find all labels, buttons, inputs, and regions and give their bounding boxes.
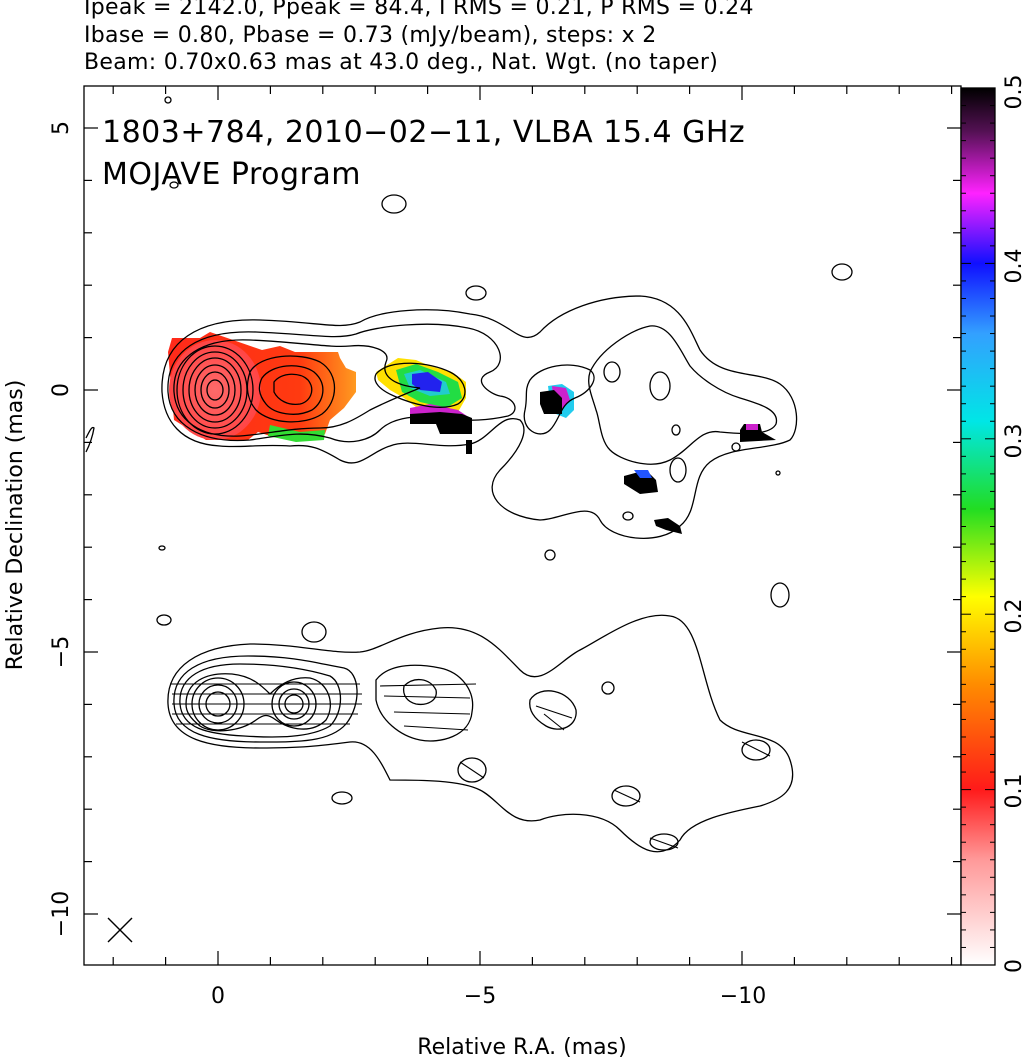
polarization-core-red — [169, 340, 261, 440]
polarization-vectors — [170, 683, 771, 849]
colorbar-tick-0.3: 0.3 — [1002, 424, 1022, 459]
colorbar: 0 0.1 0.2 0.3 0.4 0.5 — [960, 75, 1022, 973]
y-tick-minus10: −10 — [49, 891, 74, 937]
polarization-knot-blue — [412, 372, 442, 392]
colorbar-scale — [961, 88, 995, 965]
header-line-3: Beam: 0.70x0.63 mas at 43.0 deg., Nat. W… — [84, 50, 719, 75]
y-axis-label: Relative Declination (mas) — [3, 380, 28, 671]
map-title-line-1: 1803+784, 2010−02−11, VLBA 15.4 GHz — [102, 115, 745, 150]
x-tick-minus10: −10 — [720, 984, 766, 1009]
colorbar-tick-0.1: 0.1 — [1002, 774, 1022, 809]
map-title-line-2: MOJAVE Program — [102, 157, 361, 192]
x-tick-0: 0 — [211, 984, 225, 1009]
polarization-black-2 — [466, 440, 472, 454]
beam-marker — [107, 917, 133, 943]
map-ticks — [84, 86, 961, 965]
colorbar-tick-0.5: 0.5 — [1002, 75, 1022, 110]
x-tick-minus5: −5 — [464, 984, 496, 1009]
map-frame — [83, 85, 962, 966]
x-axis-label: Relative R.A. (mas) — [417, 1035, 626, 1060]
y-tick-0: 0 — [49, 383, 74, 397]
polarization-blue-5 — [634, 470, 652, 478]
polarization-magenta-4 — [746, 424, 758, 430]
y-tick-minus5: −5 — [49, 636, 74, 668]
colorbar-tick-0: 0 — [1002, 959, 1022, 973]
polarization-black-6 — [654, 518, 682, 534]
polarization-black-1 — [410, 412, 472, 434]
colorbar-tick-0.2: 0.2 — [1002, 599, 1022, 634]
polarization-black-3 — [540, 390, 562, 414]
colorbar-ticks — [961, 87, 995, 966]
header-line-1: Ipeak = 2142.0, Ppeak = 84.4, I RMS = 0.… — [84, 0, 754, 20]
fractional-polarization-image — [168, 332, 776, 534]
colorbar-tick-0.4: 0.4 — [1002, 249, 1022, 284]
y-tick-5: 5 — [49, 121, 74, 135]
stokes-i-contours — [85, 96, 853, 643]
header-line-2: Ibase = 0.80, Pbase = 0.73 (mJy/beam), s… — [84, 23, 657, 48]
stokes-i-polarization-vector-panel — [167, 614, 794, 853]
